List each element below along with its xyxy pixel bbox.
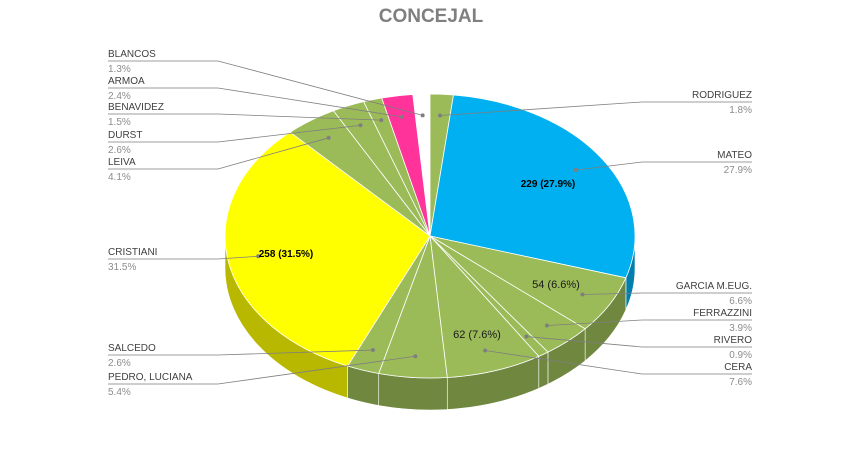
leader-line-garcia-m-eug	[582, 292, 752, 295]
leader-line-blancos	[108, 60, 423, 116]
leader-dot-garcia-m-eug	[580, 292, 585, 297]
slice-side-pedro-luciana	[378, 373, 448, 411]
leader-line-pedro-luciana	[108, 355, 416, 385]
pie-slices	[224, 85, 636, 379]
leader-line-mateo	[575, 161, 752, 171]
data-label-garcia-m-eug: 54 (6.6%)	[532, 279, 580, 291]
leader-line-durst	[108, 124, 361, 143]
leader-line-benavidez	[108, 113, 382, 121]
percent-label-armoa: 2.4%	[108, 91, 131, 102]
leader-dot-leiva	[326, 135, 331, 140]
leader-line-ferrazzini	[546, 319, 752, 326]
percent-label-blancos: 1.3%	[108, 64, 131, 75]
leader-dot-rodriguez	[438, 113, 443, 118]
leader-line-armoa	[108, 87, 403, 118]
percent-label-rodriguez: 1.8%	[729, 105, 752, 116]
percent-label-benavidez: 1.5%	[108, 117, 131, 128]
category-label-mateo: MATEO	[717, 150, 752, 161]
leader-dot-salcedo	[370, 348, 375, 353]
slice-mateo	[429, 94, 636, 279]
leader-line-cristiani	[108, 255, 259, 260]
leader-dot-ferrazzini	[544, 323, 549, 328]
leader-dot-blancos	[420, 113, 425, 118]
data-label-cera: 62 (7.6%)	[453, 329, 501, 341]
data-labels: 229 (27.9%) 54 (6.6%) 62 (7.6%) 258 (31.5%)	[259, 179, 580, 341]
category-label-cera: CERA	[724, 362, 752, 373]
slice-armoa	[381, 94, 431, 237]
category-label-pedro-luciana: PEDRO, LUCIANA	[108, 372, 193, 383]
leader-dot-mateo	[573, 168, 578, 173]
leader-dot-benavidez	[379, 118, 384, 123]
slice-cera	[429, 234, 540, 378]
leader-line-rodriguez	[439, 101, 752, 116]
leader-line-rivero	[526, 336, 752, 348]
leader-lines	[108, 60, 752, 385]
category-labels: RODRIGUEZ 1.8% MATEO 27.9% GARCIA M.EUG. 6.6%…	[108, 49, 752, 398]
percent-label-salcedo: 2.6%	[108, 358, 131, 369]
category-label-leiva: LEIVA	[108, 157, 136, 168]
category-label-benavidez: BENAVIDEZ	[108, 102, 164, 113]
category-label-durst: DURST	[108, 130, 142, 141]
category-label-rodriguez: RODRIGUEZ	[692, 90, 752, 101]
percent-label-garcia-m-eug: 6.6%	[729, 296, 752, 307]
leader-line-cera	[485, 350, 752, 375]
leader-line-salcedo	[108, 349, 374, 356]
leader-dot-cera	[483, 348, 488, 353]
percent-label-mateo: 27.9%	[724, 165, 752, 176]
leader-dot-pedro-luciana	[413, 354, 418, 359]
percent-label-cera: 7.6%	[729, 377, 752, 388]
percent-label-durst: 2.6%	[108, 145, 131, 156]
data-label-cristiani: 258 (31.5%)	[259, 249, 313, 260]
percent-label-ferrazzini: 3.9%	[729, 323, 752, 334]
percent-label-cristiani: 31.5%	[108, 262, 136, 273]
leader-dot-durst	[358, 123, 363, 128]
leader-dot-cristiani	[256, 254, 261, 259]
data-label-mateo: 229 (27.9%)	[521, 179, 575, 190]
category-label-cristiani: CRISTIANI	[108, 247, 157, 258]
leader-dot-rivero	[524, 334, 529, 339]
percent-label-pedro-luciana: 5.4%	[108, 387, 131, 398]
leader-dot-armoa	[400, 114, 405, 119]
category-label-garcia-m-eug: GARCIA M.EUG.	[676, 281, 752, 292]
pie-sides	[224, 235, 636, 411]
chart-title: CONCEJAL	[378, 6, 484, 27]
percent-label-rivero: 0.9%	[729, 350, 752, 361]
percent-label-leiva: 4.1%	[108, 172, 131, 183]
category-label-armoa: ARMOA	[108, 76, 145, 87]
category-label-salcedo: SALCEDO	[108, 343, 156, 354]
slice-cristiani	[224, 131, 431, 367]
category-label-rivero: RIVERO	[714, 335, 753, 346]
slice-side-rivero	[538, 351, 549, 389]
category-label-blancos: BLANCOS	[108, 49, 156, 60]
slice-blancos	[411, 85, 431, 229]
leader-line-leiva	[108, 137, 329, 170]
category-label-ferrazzini: FERRAZZINI	[693, 308, 752, 319]
